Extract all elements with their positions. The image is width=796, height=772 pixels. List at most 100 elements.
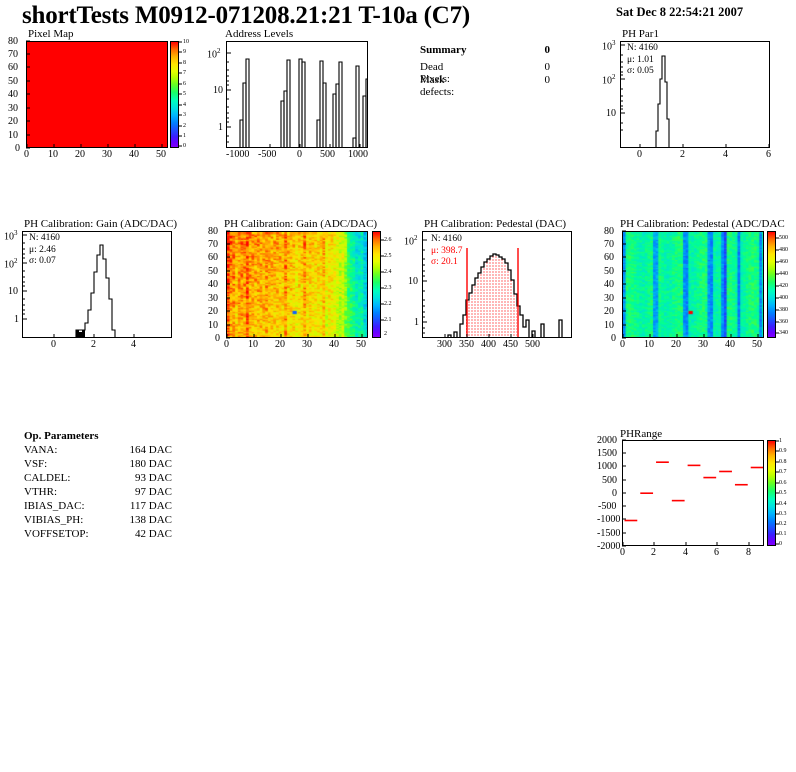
summary-heading-value: 0 [544,44,551,56]
pedestal-map-plot-area [622,231,764,338]
phrange-ytick: 1000 [597,461,617,472]
panel-title-pixel-map: Pixel Map [28,28,74,40]
pedestal-histogram-axes [422,239,534,338]
page-title: shortTests M0912-071208.21:21 T-10a (C7) [22,2,471,29]
phrange-ytick: 1500 [597,448,617,459]
gain-histogram-ytick: 1 [14,314,19,325]
pedestal-histogram-xtick: 500 [525,339,540,350]
phrange-data [624,461,763,522]
pedestal-histogram-plot-area [422,231,572,338]
summary-value: 0 [544,74,551,86]
phrange-palette-label: 0.3 [779,511,787,517]
ph-par1-ytick: 102 [602,73,616,87]
gain-map-palette-label: 2.2 [384,301,392,307]
gain-map-palette-label: 2.4 [384,269,392,275]
gain-map-axes [226,230,363,339]
pixel-map-ytick: 20 [8,116,18,127]
ph-par1-plot-area [620,41,770,148]
phrange-xtick: 8 [746,547,751,558]
phrange-palette-label: 1 [779,438,782,444]
op-parameters-block: Op. Parameters VANA: 164 DAC VSF: 180 DA… [24,430,172,542]
pixel-map-axes [26,40,163,149]
phrange-palette-ticks [776,440,779,545]
pedestal-stat-mu: μ: 398.7 [431,245,463,256]
gain-map-xtick: 40 [329,339,339,350]
pixel-map-color-scale [170,41,179,148]
phrange-xtick: 2 [651,547,656,558]
gain-map-palette-label: 2.1 [384,317,392,323]
address-levels-xtick: -500 [258,149,277,160]
pedestal-map-palette-label: 440 [779,271,788,277]
pixel-map-ytick: 50 [8,76,18,87]
op-parameter-label: VIBIAS_PH: [24,514,84,526]
op-parameter-value: 138 DAC [129,514,172,526]
ph-par1-ytick: 10 [606,108,616,119]
pixel-map-xtick: 40 [129,149,139,160]
ph-par1-xtick: 4 [723,149,728,160]
pedestal-map-ytick: 80 [604,226,614,237]
ph-par1-ytick: 103 [602,39,616,53]
gain-histogram-xtick: 0 [51,339,56,350]
gain-histogram-stats: N: 4160 μ: 2.46 σ: 0.07 [29,233,60,268]
op-parameter-value: 180 DAC [129,458,172,470]
gain-map-ytick: 70 [208,239,218,250]
pedestal-map-xtick: 20 [671,339,681,350]
pixel-map-palette-label: 1 [183,133,186,139]
gain-map-ytick: 0 [215,333,220,344]
phrange-ytick: -2000 [597,541,621,552]
pedestal-stat-sigma: σ: 20.1 [431,257,458,267]
pedestal-histogram-ytick: 1 [414,317,419,328]
address-levels-xtick: -1000 [226,149,250,160]
op-parameter-value: 93 DAC [135,472,172,484]
pedestal-map-xtick: 10 [644,339,654,350]
gain-map-ytick: 80 [208,226,218,237]
pixel-map-xtick: 20 [75,149,85,160]
panel-phrange: PHRange 2000 1500 1000 500 0 -500 -1000 … [597,428,796,558]
pedestal-map-palette-label: 380 [779,307,788,313]
panel-address-levels: Address Levels [200,28,400,168]
summary-value: 0 [544,61,551,73]
pedestal-map-palette-label: 500 [779,235,788,241]
op-parameter-value: 42 DAC [135,528,172,540]
address-levels-ytick: 1 [218,122,223,133]
address-levels-xtick: 500 [320,149,335,160]
gain-map-xtick: 10 [248,339,258,350]
phrange-color-scale [767,440,776,546]
address-levels-ytick: 10 [213,85,223,96]
op-parameter-row: VSF: 180 DAC [24,458,172,472]
pedestal-map-palette-label: 360 [779,319,788,325]
pedestal-histogram-xtick: 300 [437,339,452,350]
pixel-map-xtick: 0 [24,149,29,160]
phrange-ytick: 500 [602,475,617,486]
panel-title-gain-map: PH Calibration: Gain (ADC/DAC) [224,218,378,230]
pixel-map-palette-label: 2 [183,123,186,129]
ph-par1-xtick: 2 [680,149,685,160]
pixel-map-ytick: 70 [8,49,18,60]
pixel-map-ytick: 0 [15,143,20,154]
gain-stat-n: N: 4160 [29,233,60,243]
gain-map-palette-label: 2.5 [384,253,392,259]
panel-pedestal-map: PH Calibration: Pedestal (ADC/DAC 80 70 … [600,218,796,358]
ph-par1-stat-n: N: 4160 [627,43,658,53]
address-levels-xtick: 1000 [348,149,368,160]
pedestal-map-ytick: 0 [611,333,616,344]
pedestal-map-axes [622,230,759,339]
pedestal-histogram-ytick: 10 [408,276,418,287]
pixel-map-ytick: 30 [8,103,18,114]
pixel-map-palette-label: 8 [183,60,186,66]
pedestal-map-ytick: 40 [604,279,614,290]
panel-title-address-levels: Address Levels [225,28,294,40]
ph-par1-data [655,55,670,148]
phrange-xtick: 4 [683,547,688,558]
panel-title-gain-histogram: PH Calibration: Gain (ADC/DAC) [24,218,178,230]
gain-map-ytick: 10 [208,320,218,331]
phrange-axes [622,439,750,547]
gain-histogram-xtick: 4 [131,339,136,350]
pedestal-map-ytick: 20 [604,306,614,317]
pedestal-map-palette-label: 340 [779,330,788,336]
pedestal-map-palette-label: 480 [779,247,788,253]
ph-par1-xtick: 6 [766,149,771,160]
pedestal-map-xtick: 50 [752,339,762,350]
pedestal-stat-n: N: 4160 [431,234,462,244]
ph-par1-axes [620,44,770,148]
